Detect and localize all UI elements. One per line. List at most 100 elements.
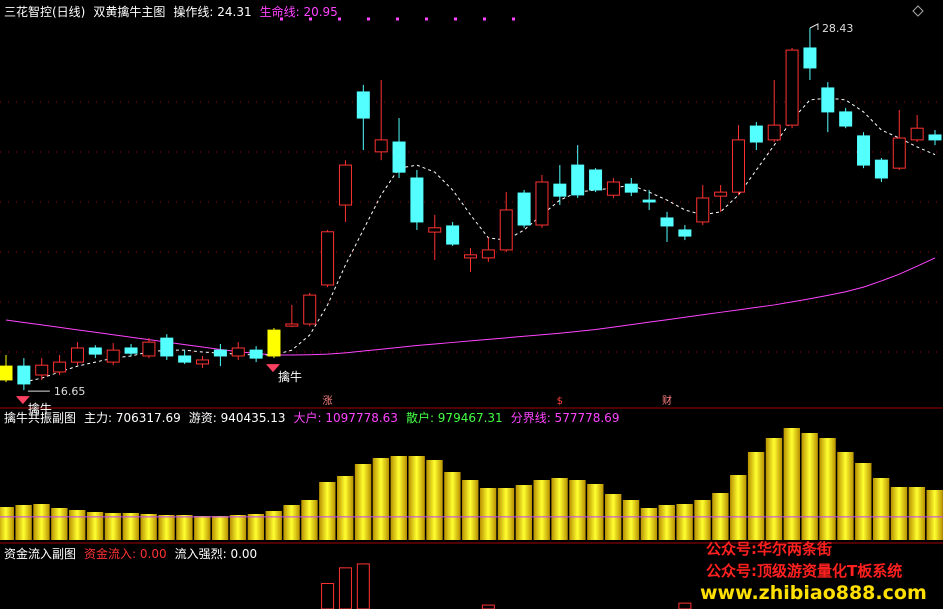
indicator-name: 资金流入副图: [4, 547, 77, 561]
candle-body: [803, 47, 817, 69]
candle-body: [696, 197, 710, 223]
bar: [51, 508, 68, 540]
candle-body: [142, 341, 156, 357]
event-marker: $: [557, 396, 563, 407]
bar: [462, 480, 479, 540]
bar: [33, 504, 50, 540]
candle-body: [892, 137, 906, 169]
candle-body: [767, 124, 781, 141]
candle-body: [821, 87, 835, 113]
candle-body: [910, 127, 924, 141]
candle-body: [928, 134, 942, 141]
bar: [890, 487, 908, 540]
signal-icon: [265, 364, 280, 373]
candle-body: [553, 183, 567, 197]
bar: [533, 480, 550, 540]
candle-body: [589, 169, 603, 191]
bar: [337, 476, 354, 540]
bar: [640, 508, 658, 540]
bar: [872, 478, 890, 540]
legend-entry: 资金流入: 0.00: [84, 547, 167, 561]
bar: [837, 452, 854, 540]
bar: [229, 515, 247, 540]
bar: [122, 513, 139, 540]
candle-body: [464, 254, 477, 259]
bar: [15, 505, 32, 540]
header-row: 擒牛共振副图 主力: 706317.69 游资: 940435.13 大户: 109…: [4, 409, 619, 426]
bar: [319, 482, 336, 540]
candle-body: [231, 347, 245, 357]
settings-icon[interactable]: [912, 5, 924, 17]
bar: [301, 500, 318, 540]
candle-body: [606, 181, 620, 196]
bar: [926, 490, 943, 540]
bar: [283, 505, 300, 540]
candle-body: [53, 361, 67, 373]
candle-body: [35, 364, 49, 376]
watermark: 公众号:华尔两条街: [706, 540, 832, 558]
candle-body: [857, 135, 871, 166]
bar: [372, 458, 390, 540]
legend-entry: 操作线: 24.31: [173, 5, 252, 19]
candle-body: [839, 111, 853, 127]
min-label: 16.65: [54, 385, 86, 398]
bar: [211, 516, 229, 540]
bar: [338, 567, 352, 609]
grid: [0, 101, 943, 353]
bar: [569, 480, 586, 540]
bar: [801, 433, 818, 540]
candle-body: [446, 225, 460, 245]
bar: [515, 485, 533, 540]
bar: [194, 516, 211, 540]
candle-body: [213, 349, 227, 357]
legend-entry: 主力: 706317.69: [84, 411, 181, 425]
candle-body: [517, 192, 531, 226]
bar: [247, 514, 265, 540]
candle-body: [267, 329, 281, 357]
candle-body: [196, 359, 210, 365]
bar: [678, 602, 692, 609]
candle-body: [481, 249, 495, 259]
candle-body: [499, 209, 513, 251]
legend-entry: 游资: 940435.13: [188, 411, 286, 425]
candle-body: [106, 349, 120, 363]
bar: [390, 456, 407, 540]
bar: [855, 463, 872, 540]
candle-body: [642, 199, 656, 203]
bar: [747, 452, 765, 540]
candle-body: [874, 159, 888, 179]
watermark: www.zhibiao888.com: [700, 582, 927, 604]
event-marker: 财: [662, 394, 672, 407]
signal-icon: [15, 396, 30, 405]
header-row: 资金流入副图 资金流入: 0.00 流入强烈: 0.00: [4, 545, 257, 562]
candle-body: [410, 177, 424, 223]
watermark: 公众号:顶级游资量化T板系统: [706, 562, 903, 580]
bar: [426, 460, 443, 540]
legend-entry: 散户: 979467.31: [405, 411, 503, 425]
bar: [587, 484, 604, 540]
candle-body: [178, 355, 192, 363]
candle-body: [374, 139, 388, 153]
bar: [265, 511, 282, 540]
candle-body: [535, 181, 549, 226]
candle-body: [749, 125, 763, 143]
bar: [497, 488, 515, 540]
bar: [658, 505, 675, 540]
max-label: 28.43: [822, 22, 854, 35]
legend-entry: 流入强烈: 0.00: [174, 547, 258, 561]
candle-body: [338, 164, 352, 206]
legend-entry: 分界线: 577778.69: [510, 411, 620, 425]
candle-body: [624, 183, 638, 193]
bar: [551, 478, 568, 540]
bar: [354, 464, 372, 540]
legend-entry: 大户: 1097778.63: [293, 411, 398, 425]
candle-body: [660, 217, 674, 227]
bar: [408, 456, 425, 540]
candle-body: [714, 191, 728, 197]
bar: [783, 428, 801, 540]
candle-body: [356, 91, 370, 119]
candle-body: [285, 323, 299, 327]
candle-body: [731, 139, 745, 193]
bar: [0, 507, 14, 540]
